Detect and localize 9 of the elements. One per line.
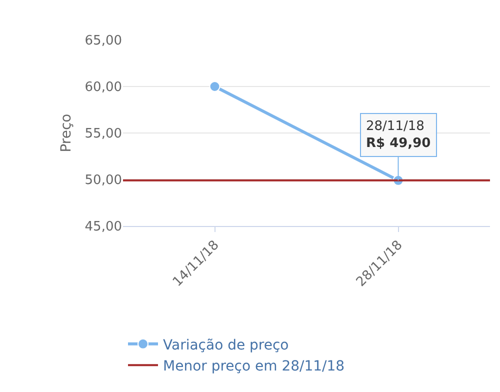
- legend-label: Variação de preço: [163, 337, 289, 354]
- legend-label: Menor preço em 28/11/18: [163, 358, 345, 375]
- y-tick-label: 45,00: [84, 220, 122, 235]
- y-tick-label: 55,00: [84, 126, 122, 142]
- annotation: 28/11/18 R$ 49,90: [366, 119, 431, 151]
- y-tick-label: 50,00: [84, 173, 122, 188]
- y-tick-label: 60,00: [84, 80, 122, 96]
- y-axis-title: Preço: [58, 114, 74, 152]
- y-tick-label: 65,00: [84, 34, 122, 49]
